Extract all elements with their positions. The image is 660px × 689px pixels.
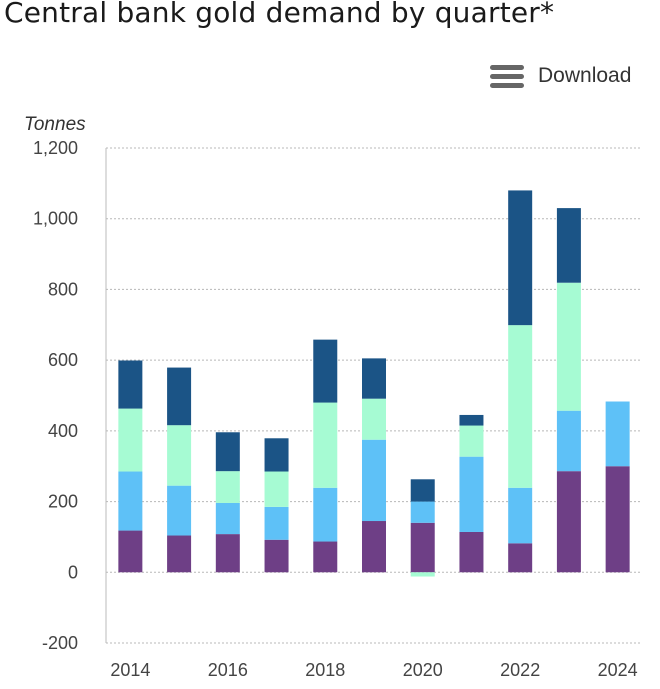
x-tick-label: 2014 [110,660,150,680]
bar-segment [362,439,386,522]
bar-segment [459,456,484,532]
download-button[interactable]: Download [490,64,631,88]
download-label: Download [538,64,632,87]
bar-segment [362,398,386,440]
bar-segment [313,541,338,573]
bar-segment [167,535,192,573]
y-tick-label: 400 [48,421,78,441]
bar-segment [508,190,533,326]
y-tick-label: 200 [48,492,78,512]
bar-segment [410,479,435,502]
bar-segment [605,401,630,467]
x-tick-label: 2022 [500,660,540,680]
bar-segment [215,471,240,503]
bar-segment [362,521,386,573]
bar-segment [556,208,581,283]
bar-segment [459,531,484,573]
y-tick-label: -200 [42,633,78,653]
bar-segment [118,408,143,472]
bar-segment [508,487,533,544]
y-tick-label: 600 [48,350,78,370]
bar-segment [556,471,581,573]
bar-segment [410,572,435,577]
bar-segment [215,502,240,535]
bar-segment [508,543,533,573]
bar-segment [313,402,338,488]
bar-segment [264,471,289,507]
bar-segment [459,414,484,426]
bar-segment [167,485,192,536]
x-tick-label: 2018 [305,660,345,680]
bar-segment [118,530,143,573]
chart-title: Central bank gold demand by quarter* [4,0,555,29]
bar-segment [264,438,289,472]
hamburger-menu-icon[interactable] [490,64,524,88]
bar-segment [118,360,143,409]
bar-segment [605,466,630,573]
y-tick-label: 1,000 [33,209,78,229]
x-tick-label: 2016 [208,660,248,680]
bar-segment [410,522,435,573]
y-tick-label: 800 [48,279,78,299]
bar-segment [362,358,386,399]
x-tick-label: 2024 [598,660,638,680]
bar-segment [167,425,192,486]
bar-segment [264,539,289,573]
bar-segment [313,339,338,403]
bar-segment [215,534,240,573]
bar-segment [410,501,435,523]
bar-segment [313,487,338,542]
y-tick-label: 1,200 [33,138,78,158]
bar-segment [556,282,581,411]
y-tick-label: 0 [68,562,78,582]
y-axis-unit-label: Tonnes [24,114,86,135]
bar-segment [167,367,192,426]
bar-segment [508,325,533,488]
x-tick-label: 2020 [403,660,443,680]
bar-segment [264,506,289,540]
bar-segment [556,410,581,472]
bar-segment [215,432,240,472]
bar-segment [459,425,484,457]
bar-segment [118,471,143,531]
